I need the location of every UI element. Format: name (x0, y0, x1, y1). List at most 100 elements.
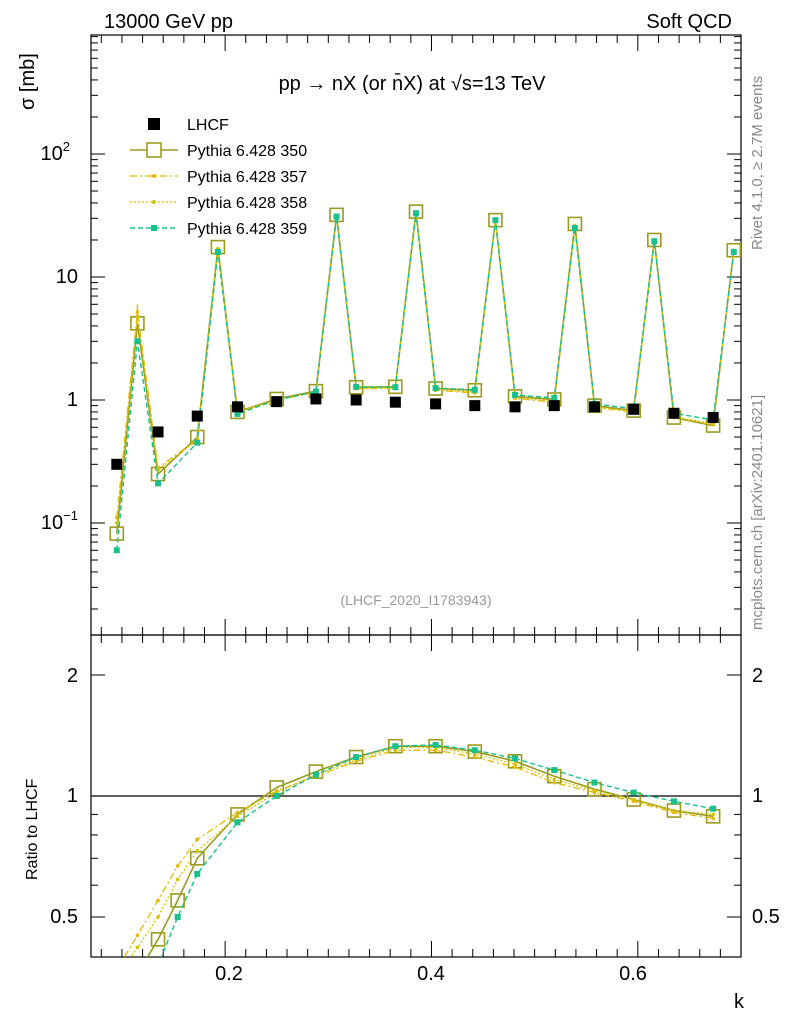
ratio-p359-marker (670, 798, 677, 805)
ratio-p357-marker (513, 765, 517, 769)
chart-title: pp → nX (or n̄X) at √s=13 TeV (279, 72, 547, 95)
ytick-label-100: 102 (41, 139, 70, 165)
x-axis-label: k (734, 991, 745, 1013)
main-p358-line (116, 213, 735, 524)
ratio-p350-marker (150, 932, 166, 947)
main-p358-marker (114, 521, 119, 525)
ratio-p359-marker (471, 747, 478, 754)
main-p359-marker (312, 388, 319, 395)
ratio-ytick-label-right-1: 1 (752, 785, 763, 807)
main-p359-marker (214, 248, 221, 255)
main-p359-line (116, 213, 735, 551)
main-p359-marker (551, 394, 558, 401)
lhcf-data-point (469, 400, 481, 412)
ratio-p358-marker (552, 777, 557, 782)
main-p358-marker (156, 468, 160, 472)
lhcf-data-point (389, 396, 401, 408)
lhcf-data-point (111, 458, 123, 470)
main-p359-marker (471, 386, 478, 393)
main-p350-marker (726, 242, 742, 258)
ratio-p359-marker (630, 789, 637, 796)
lhcf-data-point (350, 394, 362, 406)
ratio-p359-marker (432, 741, 439, 748)
main-p359-marker (432, 385, 439, 392)
ratio-ytick-label-1: 1 (67, 785, 78, 807)
legend-label-p357: Pythia 6.428 357 (187, 169, 307, 186)
ratio-p359-marker (392, 743, 399, 750)
ratio-p358-marker (592, 789, 597, 793)
watermark: (LHCF_2020_I1783943) (341, 592, 492, 608)
source-label: mcplots.cern.ch [arXiv:2401.10621] (749, 395, 766, 630)
rivet-label: Rivet 4.1.0, ≥ 2.7M events (749, 76, 766, 250)
main-p359-marker (113, 547, 120, 554)
main-p359-marker (413, 210, 419, 217)
lhcf-data-point (271, 396, 283, 408)
lhcf-data-point (588, 401, 600, 413)
ratio-ytick-label-2: 2 (67, 665, 78, 687)
legend-label-lhcf: LHCF (187, 117, 229, 134)
ratio-p359-marker (591, 779, 598, 786)
lhcf-data-point (232, 401, 244, 413)
ytick-label-1: 1 (67, 389, 78, 411)
ratio-p358-marker (156, 915, 160, 919)
ratio-axis-label: Ratio to LHCF (24, 778, 41, 880)
main-p359-marker (730, 248, 737, 255)
lhcf-data-point (191, 410, 203, 422)
ratio-p359-marker (234, 819, 241, 826)
ytick-label-10: 10 (56, 266, 78, 288)
ratio-p357-marker (711, 816, 715, 821)
main-p359-marker (194, 439, 201, 446)
main-p359-marker (492, 217, 499, 224)
ratio-ytick-label-right-2: 2 (752, 665, 763, 687)
main-p350-line (115, 211, 735, 534)
xtick-label-0.2: 0.2 (215, 963, 243, 985)
ratio-p358-marker (175, 877, 180, 882)
main-p350-marker (109, 526, 125, 541)
ratio-p357-line (123, 749, 714, 957)
main-p350-marker (488, 212, 503, 228)
legend-marker-p359 (151, 225, 157, 231)
ratio-p359-marker (312, 771, 319, 778)
main-p359-marker (353, 383, 360, 390)
ratio-ytick-label-0.5: 0.5 (50, 906, 78, 928)
ratio-p350-marker (348, 749, 364, 765)
main-p359-marker (651, 238, 658, 245)
main-p359-marker (392, 384, 399, 391)
ratio-p358-marker (135, 945, 140, 950)
ratio-p357-marker (156, 898, 160, 903)
ratio-p359-marker (174, 914, 181, 921)
ratio-ytick-label-right-0.5: 0.5 (752, 906, 780, 928)
ratio-p359-marker (512, 755, 519, 762)
xtick-label-0.4: 0.4 (417, 963, 445, 985)
ratio-p358-marker (631, 797, 636, 802)
legend-marker-p358 (152, 200, 156, 204)
ratio-p357-marker (235, 810, 240, 815)
ratio-p357-marker (135, 933, 140, 938)
category-label: Soft QCD (646, 11, 732, 33)
legend-marker-p357 (152, 174, 156, 178)
legend-label-p358: Pythia 6.428 358 (187, 195, 307, 212)
main-p359-marker (512, 391, 519, 398)
ratio-p359-marker (353, 754, 360, 761)
lhcf-data-point (152, 426, 164, 438)
ratio-p359-line (160, 744, 714, 957)
legend-marker-p350 (146, 142, 162, 158)
ratio-p358-marker (672, 808, 676, 813)
ratio-p358-marker (473, 752, 477, 757)
ratio-p357-marker (473, 755, 477, 759)
lhcf-data-point (628, 403, 640, 415)
ratio-p350-marker (170, 893, 185, 908)
ratio-p358-marker (711, 812, 715, 817)
ratio-p357-marker (433, 748, 438, 752)
legend-label-p359: Pythia 6.428 359 (187, 221, 307, 238)
ratio-p357-marker (175, 864, 180, 868)
main-p350-marker (467, 382, 483, 398)
lhcf-data-point (548, 400, 560, 412)
ratio-p357-marker (195, 837, 200, 842)
main-p359-marker (234, 410, 241, 417)
lhcf-data-point (509, 401, 521, 413)
lhcf-data-point (430, 398, 442, 410)
ratio-p357-marker (552, 780, 557, 785)
ratio-p358-marker (235, 814, 240, 819)
